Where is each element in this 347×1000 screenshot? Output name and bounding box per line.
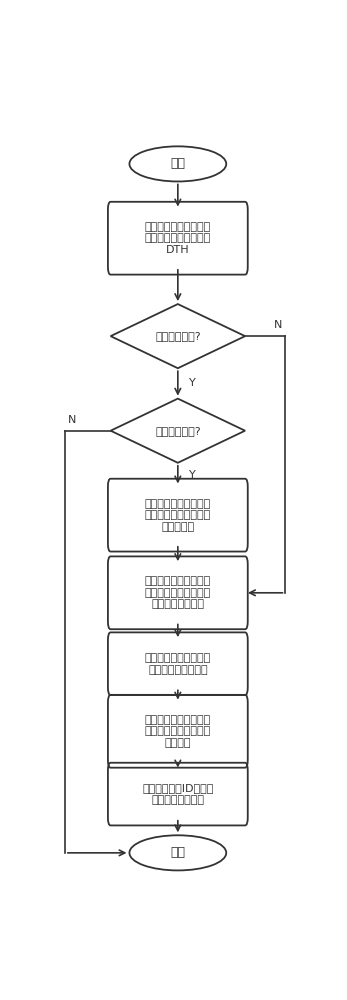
Text: 根据匹配点的目标航向
角和当前航向角计算航
向角误差: 根据匹配点的目标航向 角和当前航向角计算航 向角误差 bbox=[145, 715, 211, 748]
Text: 开始: 开始 bbox=[170, 157, 185, 170]
Text: 根据匹配点的ID和预瞄
距离计算目标曲率: 根据匹配点的ID和预瞄 距离计算目标曲率 bbox=[142, 783, 213, 805]
Text: N: N bbox=[274, 320, 283, 330]
Text: 根据当前车辆位置坐标
和目标点位置坐标计算
DTH: 根据当前车辆位置坐标 和目标点位置坐标计算 DTH bbox=[145, 222, 211, 255]
Text: 根据匹配点的坐标和当
前坐标计算位置误差: 根据匹配点的坐标和当 前坐标计算位置误差 bbox=[145, 653, 211, 675]
Text: 结束: 结束 bbox=[170, 846, 185, 859]
Text: Y: Y bbox=[189, 470, 195, 480]
Text: 路径是否更新?: 路径是否更新? bbox=[155, 331, 201, 341]
Text: 路径是否有效?: 路径是否有效? bbox=[155, 426, 201, 436]
Text: 遍历所有的路径点，根
据当前的车辆位置坐标
匹配最近的路径点: 遍历所有的路径点，根 据当前的车辆位置坐标 匹配最近的路径点 bbox=[145, 576, 211, 609]
Text: 根据更新的路径点计算
出每个点的目标航向角
和目标曲率: 根据更新的路径点计算 出每个点的目标航向角 和目标曲率 bbox=[145, 499, 211, 532]
Text: N: N bbox=[68, 415, 76, 425]
Text: Y: Y bbox=[189, 378, 195, 388]
